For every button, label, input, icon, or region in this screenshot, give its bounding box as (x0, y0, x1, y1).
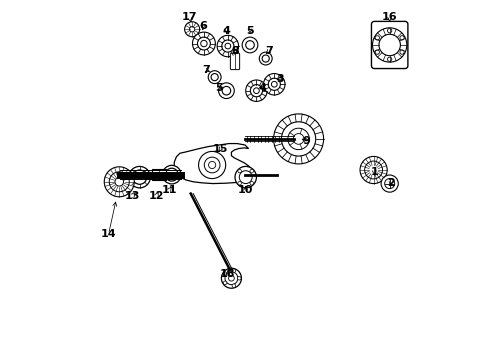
Circle shape (163, 165, 181, 184)
Circle shape (114, 176, 124, 187)
Circle shape (185, 22, 199, 37)
Text: 17: 17 (182, 13, 197, 22)
Circle shape (385, 179, 394, 189)
Circle shape (238, 181, 242, 185)
Circle shape (222, 86, 231, 95)
Circle shape (217, 35, 239, 57)
Circle shape (223, 281, 227, 285)
Circle shape (238, 169, 242, 173)
Bar (152, 169, 167, 180)
Text: 2: 2 (387, 178, 394, 188)
Circle shape (129, 166, 150, 188)
Circle shape (115, 177, 123, 186)
Circle shape (381, 175, 398, 192)
Text: 5: 5 (216, 83, 223, 93)
Circle shape (253, 88, 259, 94)
Circle shape (232, 269, 236, 273)
Circle shape (259, 52, 272, 65)
Text: 15: 15 (213, 144, 228, 154)
Circle shape (109, 172, 129, 192)
Circle shape (239, 171, 252, 184)
Text: 16: 16 (382, 13, 397, 22)
Circle shape (193, 32, 215, 55)
Circle shape (288, 128, 309, 150)
Circle shape (365, 161, 383, 179)
Circle shape (273, 114, 323, 164)
Circle shape (388, 57, 392, 62)
Circle shape (360, 157, 387, 184)
Circle shape (369, 165, 378, 175)
Circle shape (204, 157, 220, 173)
Circle shape (375, 36, 379, 40)
Circle shape (372, 28, 407, 62)
Polygon shape (174, 144, 252, 184)
Circle shape (232, 284, 236, 288)
Circle shape (219, 83, 234, 99)
Text: 10: 10 (238, 185, 253, 195)
Text: 4: 4 (222, 26, 230, 36)
Circle shape (225, 43, 231, 49)
Circle shape (132, 170, 147, 184)
Text: 14: 14 (101, 229, 116, 239)
Circle shape (281, 122, 316, 156)
Text: 5: 5 (246, 26, 254, 36)
Circle shape (250, 85, 263, 97)
Circle shape (293, 134, 304, 144)
Circle shape (238, 276, 241, 280)
Circle shape (201, 40, 207, 47)
Text: 1: 1 (370, 167, 378, 177)
Text: 11: 11 (162, 185, 177, 195)
Circle shape (400, 50, 404, 54)
Circle shape (222, 40, 234, 52)
FancyBboxPatch shape (371, 21, 408, 68)
Circle shape (104, 167, 134, 197)
Circle shape (268, 78, 280, 90)
Circle shape (211, 73, 218, 81)
Circle shape (225, 272, 238, 285)
Text: 7: 7 (202, 65, 210, 75)
Text: 8: 8 (231, 46, 239, 56)
Circle shape (190, 27, 195, 32)
Circle shape (221, 268, 242, 288)
Circle shape (250, 181, 253, 185)
Circle shape (400, 36, 404, 40)
Circle shape (271, 81, 277, 87)
Text: 13: 13 (125, 191, 140, 201)
Circle shape (208, 71, 221, 84)
Text: 12: 12 (148, 191, 164, 201)
Text: 6: 6 (199, 21, 207, 31)
Circle shape (198, 152, 226, 179)
Circle shape (165, 168, 178, 181)
Text: 18: 18 (220, 269, 236, 279)
Circle shape (245, 80, 267, 102)
Circle shape (245, 41, 254, 49)
Circle shape (388, 28, 392, 33)
Circle shape (250, 169, 253, 173)
Text: 3: 3 (276, 73, 284, 84)
Text: 4: 4 (258, 83, 266, 93)
Circle shape (379, 34, 400, 56)
Text: 9: 9 (302, 136, 310, 146)
Circle shape (235, 166, 256, 188)
Circle shape (228, 275, 234, 281)
Circle shape (209, 161, 216, 168)
Circle shape (223, 272, 227, 275)
FancyBboxPatch shape (230, 53, 240, 69)
Circle shape (197, 37, 210, 50)
Circle shape (264, 73, 285, 95)
Circle shape (242, 37, 258, 53)
Circle shape (262, 55, 270, 62)
Circle shape (375, 50, 379, 54)
Text: 7: 7 (266, 46, 273, 56)
